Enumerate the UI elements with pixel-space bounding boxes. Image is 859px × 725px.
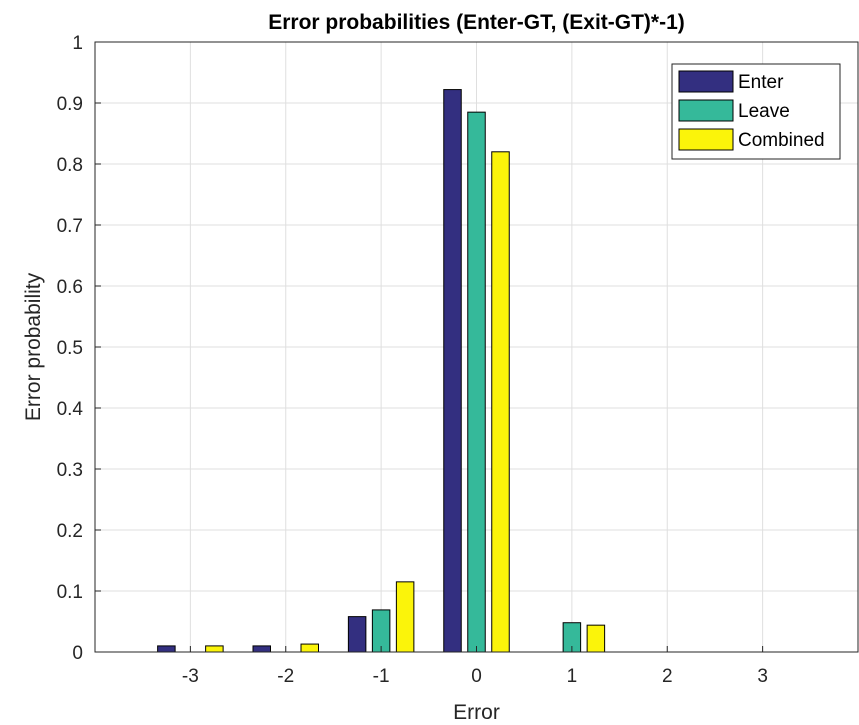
x-axis-label: Error [453, 701, 500, 724]
bar-enter [157, 645, 176, 653]
bar-leave [467, 111, 486, 653]
bars [157, 89, 606, 653]
axis-ticks: 0 0.1 0.2 0.3 0.4 0.5 0.6 0.7 0.8 0.9 1 -3 -2 -1 0 1 2 3 [57, 33, 768, 687]
y-tick-label: 0.3 [57, 460, 83, 481]
bar-enter [347, 616, 367, 653]
y-tick-label: 1 [72, 33, 83, 54]
bar-combined [300, 643, 319, 653]
y-tick-label: 0.7 [57, 216, 83, 237]
legend-swatch-combined [678, 128, 734, 151]
bar-combined [586, 624, 606, 653]
y-tick-label: 0.2 [57, 521, 83, 542]
bar-combined [491, 151, 510, 653]
legend: Enter Leave Combined [671, 63, 841, 160]
bar-enter [443, 89, 462, 653]
y-tick-label: 0.9 [57, 94, 83, 115]
y-tick-label: 0.5 [57, 338, 83, 359]
x-tick-label: 0 [471, 666, 482, 687]
x-tick-label: 2 [662, 666, 673, 687]
chart-title: Error probabilities (Enter-GT, (Exit-GT)… [268, 11, 685, 34]
y-tick-label: 0.8 [57, 155, 83, 176]
legend-label-enter: Enter [738, 72, 784, 93]
x-tick-label: 1 [567, 666, 578, 687]
legend-swatch-enter [678, 70, 734, 93]
x-tick-label: -3 [182, 666, 199, 687]
bar-combined [395, 581, 415, 653]
x-tick-label: -1 [373, 666, 390, 687]
legend-label-combined: Combined [738, 130, 825, 151]
y-tick-label: 0.6 [57, 277, 83, 298]
bar-combined [205, 645, 224, 653]
bar-leave [371, 609, 391, 653]
x-tick-label: 3 [757, 666, 768, 687]
legend-label-leave: Leave [738, 101, 790, 122]
x-tick-label: -2 [277, 666, 294, 687]
y-tick-label: 0.4 [57, 399, 84, 420]
y-tick-label: 0.1 [57, 582, 83, 603]
y-axis-label: Error probability [22, 272, 45, 421]
legend-swatch-leave [678, 99, 734, 122]
bar-enter [252, 645, 271, 653]
y-tick-label: 0 [72, 643, 83, 664]
